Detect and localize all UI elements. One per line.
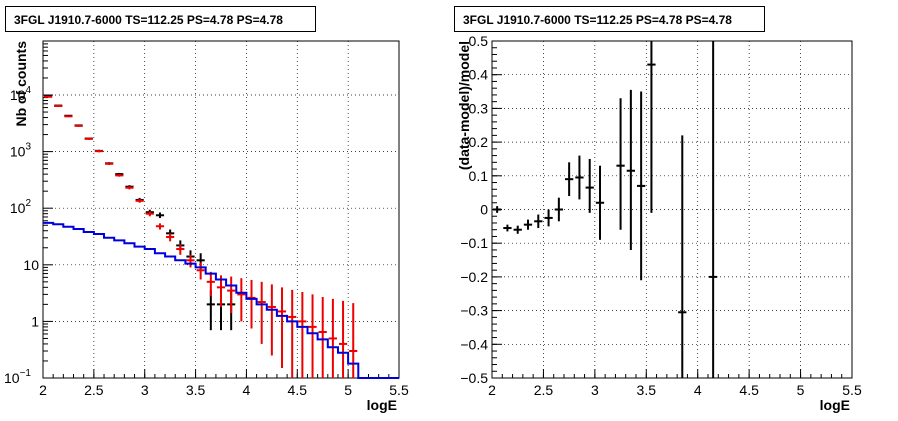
model-point [318, 296, 327, 378]
y-tick-label: 0.4 [469, 67, 489, 83]
residuals-panel-title: 3FGL J1910.7-6000 TS=112.25 PS=4.78 PS=4… [454, 6, 765, 32]
x-tick-label: 4.5 [288, 382, 308, 398]
model-point [328, 298, 337, 378]
x-tick-label: 4.5 [739, 382, 759, 398]
y-tick-label: 0.3 [469, 100, 489, 116]
data-point [155, 212, 165, 219]
model-point [267, 284, 276, 356]
model-point [349, 303, 358, 378]
x-tick-label: 5.5 [842, 382, 862, 398]
x-tick-label: 5.5 [389, 382, 409, 398]
model-point [155, 223, 165, 230]
model-point [145, 211, 154, 217]
model-point [298, 292, 307, 378]
y-tick-label: 102 [10, 198, 32, 216]
x-tick-label: 3 [141, 382, 149, 398]
residual-point [647, 41, 656, 213]
model-point [206, 271, 215, 297]
residual-point [585, 158, 594, 213]
y-tick-label: −0.2 [460, 269, 488, 285]
x-tick-label: 3.5 [637, 382, 657, 398]
model-point [247, 279, 256, 329]
residual-point [709, 41, 718, 378]
residual-point [626, 89, 635, 250]
x-tick-label: 4 [243, 382, 251, 398]
y-tick-label: 0.2 [469, 134, 489, 150]
x-tick-label: 5 [344, 382, 352, 398]
model-point [257, 281, 266, 344]
model-point [196, 262, 205, 280]
y-tick-label: 103 [10, 142, 32, 160]
y-tick-label: 10 [23, 257, 39, 273]
model-point [186, 254, 195, 268]
model-point [44, 95, 53, 98]
model-point [176, 244, 185, 255]
data-point [206, 289, 215, 331]
y-tick-label: −0.1 [460, 235, 488, 251]
residual-point [554, 197, 563, 222]
y-tick-label: −0.4 [460, 336, 488, 352]
model-point [105, 162, 114, 165]
x-tick-label: 2.5 [534, 382, 554, 398]
background-model-histogram [43, 221, 399, 379]
y-tick-label: 10−1 [4, 368, 31, 386]
residual-point [513, 225, 522, 234]
model-point [125, 186, 134, 190]
residual-point [616, 98, 625, 230]
x-tick-label: 5 [797, 382, 805, 398]
residual-point [493, 206, 502, 213]
x-tick-label: 2 [39, 382, 47, 398]
model-point [237, 278, 246, 322]
y-tick-label: 1 [31, 313, 39, 329]
residual-point [503, 224, 512, 232]
y-tick-label: −0.5 [460, 370, 488, 386]
counts-panel-title: 3FGL J1910.7-6000 TS=112.25 PS=4.78 PS=4… [5, 6, 316, 32]
residual-point [523, 219, 533, 230]
residual-point [595, 165, 605, 240]
model-point [277, 287, 287, 369]
y-tick-label: 0 [480, 202, 488, 218]
plot-frame [42, 40, 400, 379]
x-axis-label: logE [367, 397, 397, 413]
residual-point [544, 209, 553, 227]
model-point [166, 233, 175, 242]
residual-point [678, 135, 687, 378]
y-tick-label: 0.1 [469, 168, 489, 184]
model-point [338, 300, 348, 378]
y-axis-label: (data-model)/model [456, 41, 472, 170]
model-point [64, 115, 73, 118]
model-point [288, 289, 297, 378]
x-tick-label: 4 [694, 382, 702, 398]
residual-point [565, 162, 574, 197]
x-tick-label: 3 [591, 382, 599, 398]
model-point [308, 294, 317, 378]
model-point [94, 149, 104, 153]
residual-point [575, 155, 584, 200]
x-axis-label: logE [820, 397, 850, 413]
y-axis-label: Nb of counts [13, 41, 29, 127]
model-point [227, 276, 236, 314]
x-tick-label: 2.5 [84, 382, 104, 398]
y-tick-label: 0.5 [469, 33, 489, 49]
residual-point [637, 91, 646, 281]
residual-point [534, 214, 543, 229]
y-tick-label: 104 [10, 85, 32, 103]
model-point [115, 174, 124, 177]
x-tick-label: 2 [488, 382, 496, 398]
model-point [135, 198, 144, 203]
x-tick-label: 3.5 [186, 382, 206, 398]
model-point [216, 275, 226, 307]
y-tick-label: −0.3 [460, 303, 488, 319]
model-point [74, 124, 83, 127]
model-point [84, 137, 93, 140]
model-point [54, 104, 63, 107]
